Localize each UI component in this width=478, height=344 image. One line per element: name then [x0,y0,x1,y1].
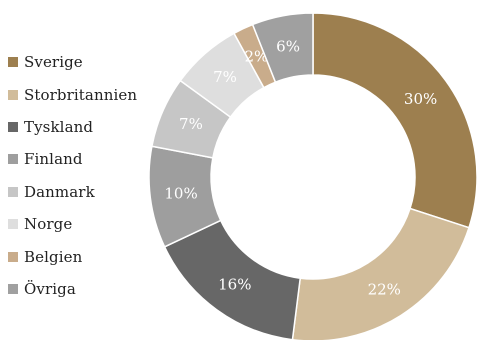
legend-label: Övriga [24,279,76,298]
legend-swatch [8,89,18,100]
legend-swatch [8,154,18,165]
slice-value-label-norge: 7% [213,68,237,86]
legend-item-danmark: Danmark [8,176,137,208]
slice-value-label-tyskland: 16% [218,276,251,294]
legend-item-storbritannien: Storbritannien [8,78,137,110]
donut-slice-storbritannien [291,207,470,342]
legend-item-sverige: Sverige [8,46,137,78]
legend-swatch [8,251,18,262]
legend-item-ovriga: Övriga [8,273,137,305]
legend-item-tyskland: Tyskland [8,111,137,143]
legend-item-finland: Finland [8,143,137,175]
legend-label: Danmark [24,182,95,201]
legend-label: Norge [24,215,73,234]
legend-label: Belgien [24,247,83,266]
slice-value-label-belgien: 2% [244,48,268,66]
legend-label: Tyskland [24,117,94,136]
slice-value-label-danmark: 7% [179,115,203,133]
legend-item-belgien: Belgien [8,240,137,272]
legend-item-norge: Norge [8,208,137,240]
slice-value-label-storbritannien: 22% [368,280,401,298]
donut-slice-sverige [312,12,478,229]
legend-swatch [8,57,18,68]
slice-value-label-finland: 10% [164,185,197,203]
legend-swatch [8,186,18,197]
slice-value-label-ovriga: 6% [276,37,300,55]
legend-swatch [8,283,18,294]
legend-label: Sverige [24,53,83,72]
slice-value-label-sverige: 30% [404,90,437,108]
legend-label: Storbritannien [24,85,138,104]
legend: Sverige Storbritannien Tyskland Finland Danm… [8,46,137,305]
legend-swatch [8,121,18,132]
legend-swatch [8,219,18,230]
legend-label: Finland [24,150,83,169]
donut-slice-ovriga [251,12,314,84]
